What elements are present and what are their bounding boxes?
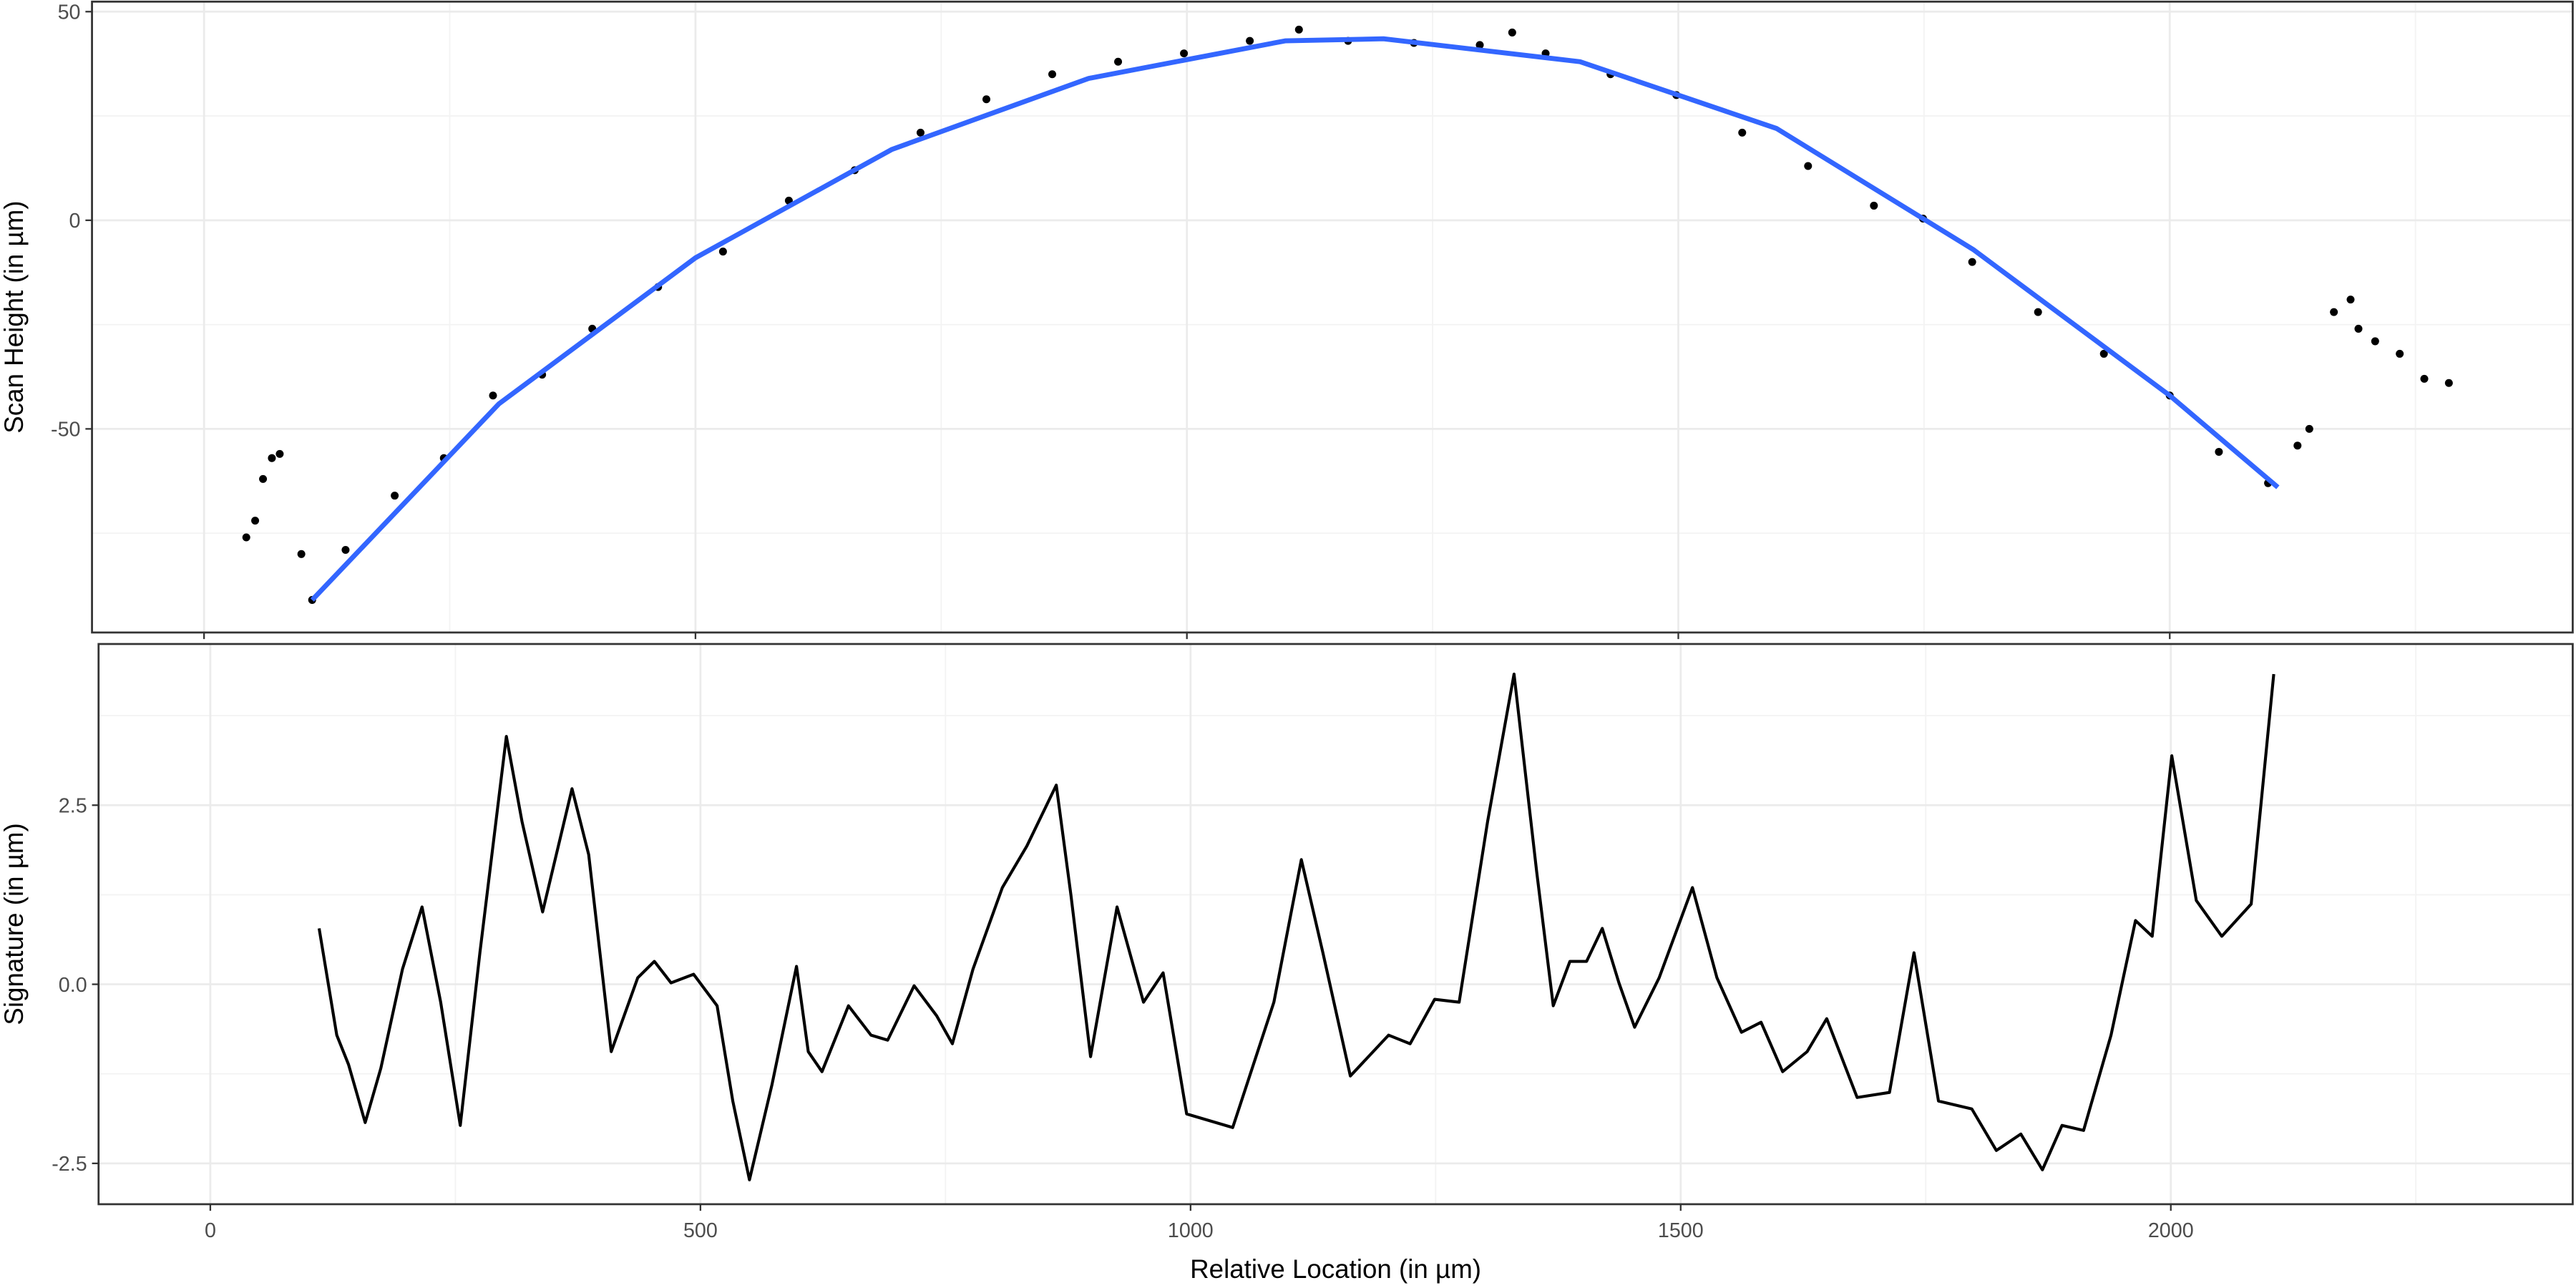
scan-point bbox=[916, 128, 924, 137]
panel bbox=[92, 1, 2573, 633]
scan-point bbox=[297, 550, 306, 558]
scan-point bbox=[2371, 337, 2379, 346]
scan-point bbox=[341, 545, 350, 554]
scan-point bbox=[2396, 349, 2404, 358]
scan-point bbox=[1870, 201, 1878, 210]
scan-point bbox=[1968, 258, 1976, 266]
scan-point bbox=[1294, 25, 1303, 34]
x-tick-label: 0 bbox=[205, 1219, 216, 1242]
scan-point bbox=[1114, 57, 1123, 66]
fit-line bbox=[310, 36, 2280, 602]
x-tick-label: 2000 bbox=[2148, 1219, 2194, 1242]
scan-point bbox=[2420, 374, 2429, 383]
scan-point bbox=[1246, 36, 1254, 45]
scan-point bbox=[718, 248, 727, 256]
signature-line bbox=[317, 672, 2275, 1181]
scan-point bbox=[2034, 308, 2042, 316]
y-tick-label: 50 bbox=[58, 1, 81, 24]
x-tick-label: 1000 bbox=[1168, 1219, 1214, 1242]
scan-point bbox=[2293, 441, 2302, 450]
panel bbox=[98, 644, 2573, 1204]
x-tick-label: 500 bbox=[683, 1219, 718, 1242]
scan-point bbox=[259, 474, 268, 483]
scan-point bbox=[2444, 379, 2453, 387]
x-axis-title: Relative Location (in µm) bbox=[1190, 1254, 1481, 1284]
scan-point bbox=[2346, 296, 2355, 304]
y-tick-label: 0 bbox=[69, 210, 81, 233]
scan-point bbox=[251, 517, 260, 525]
scan-point bbox=[391, 492, 399, 500]
scan-point bbox=[1475, 41, 1484, 49]
scan-point bbox=[982, 95, 991, 104]
panel-border bbox=[91, 0, 2574, 634]
scan-point bbox=[2099, 349, 2108, 358]
scan-point bbox=[1048, 70, 1057, 79]
y-axis-title: Signature (in µm) bbox=[0, 823, 29, 1025]
scan-point bbox=[2215, 447, 2223, 456]
x-tick-label: 1500 bbox=[1658, 1219, 1704, 1242]
scan-point bbox=[1508, 28, 1516, 36]
y-tick-label: 2.5 bbox=[59, 795, 87, 818]
panel-background bbox=[92, 1, 2573, 633]
scan-point bbox=[242, 533, 250, 542]
scan-point bbox=[275, 449, 284, 458]
y-tick-label: 0.0 bbox=[59, 974, 87, 997]
scan-point bbox=[268, 454, 276, 462]
y-tick-label: -2.5 bbox=[52, 1153, 87, 1176]
scan-point bbox=[2354, 324, 2363, 333]
y-tick-label: -50 bbox=[51, 419, 80, 441]
scan-point bbox=[489, 391, 497, 400]
panel-border bbox=[97, 643, 2574, 1206]
y-axis-title: Scan Height (in µm) bbox=[0, 201, 29, 434]
scan-point bbox=[2330, 308, 2338, 316]
scan-point bbox=[2305, 424, 2313, 433]
scan-point bbox=[1180, 49, 1189, 58]
scan-point bbox=[1738, 128, 1747, 137]
scan-point bbox=[1804, 162, 1813, 170]
panel-background bbox=[98, 644, 2573, 1204]
